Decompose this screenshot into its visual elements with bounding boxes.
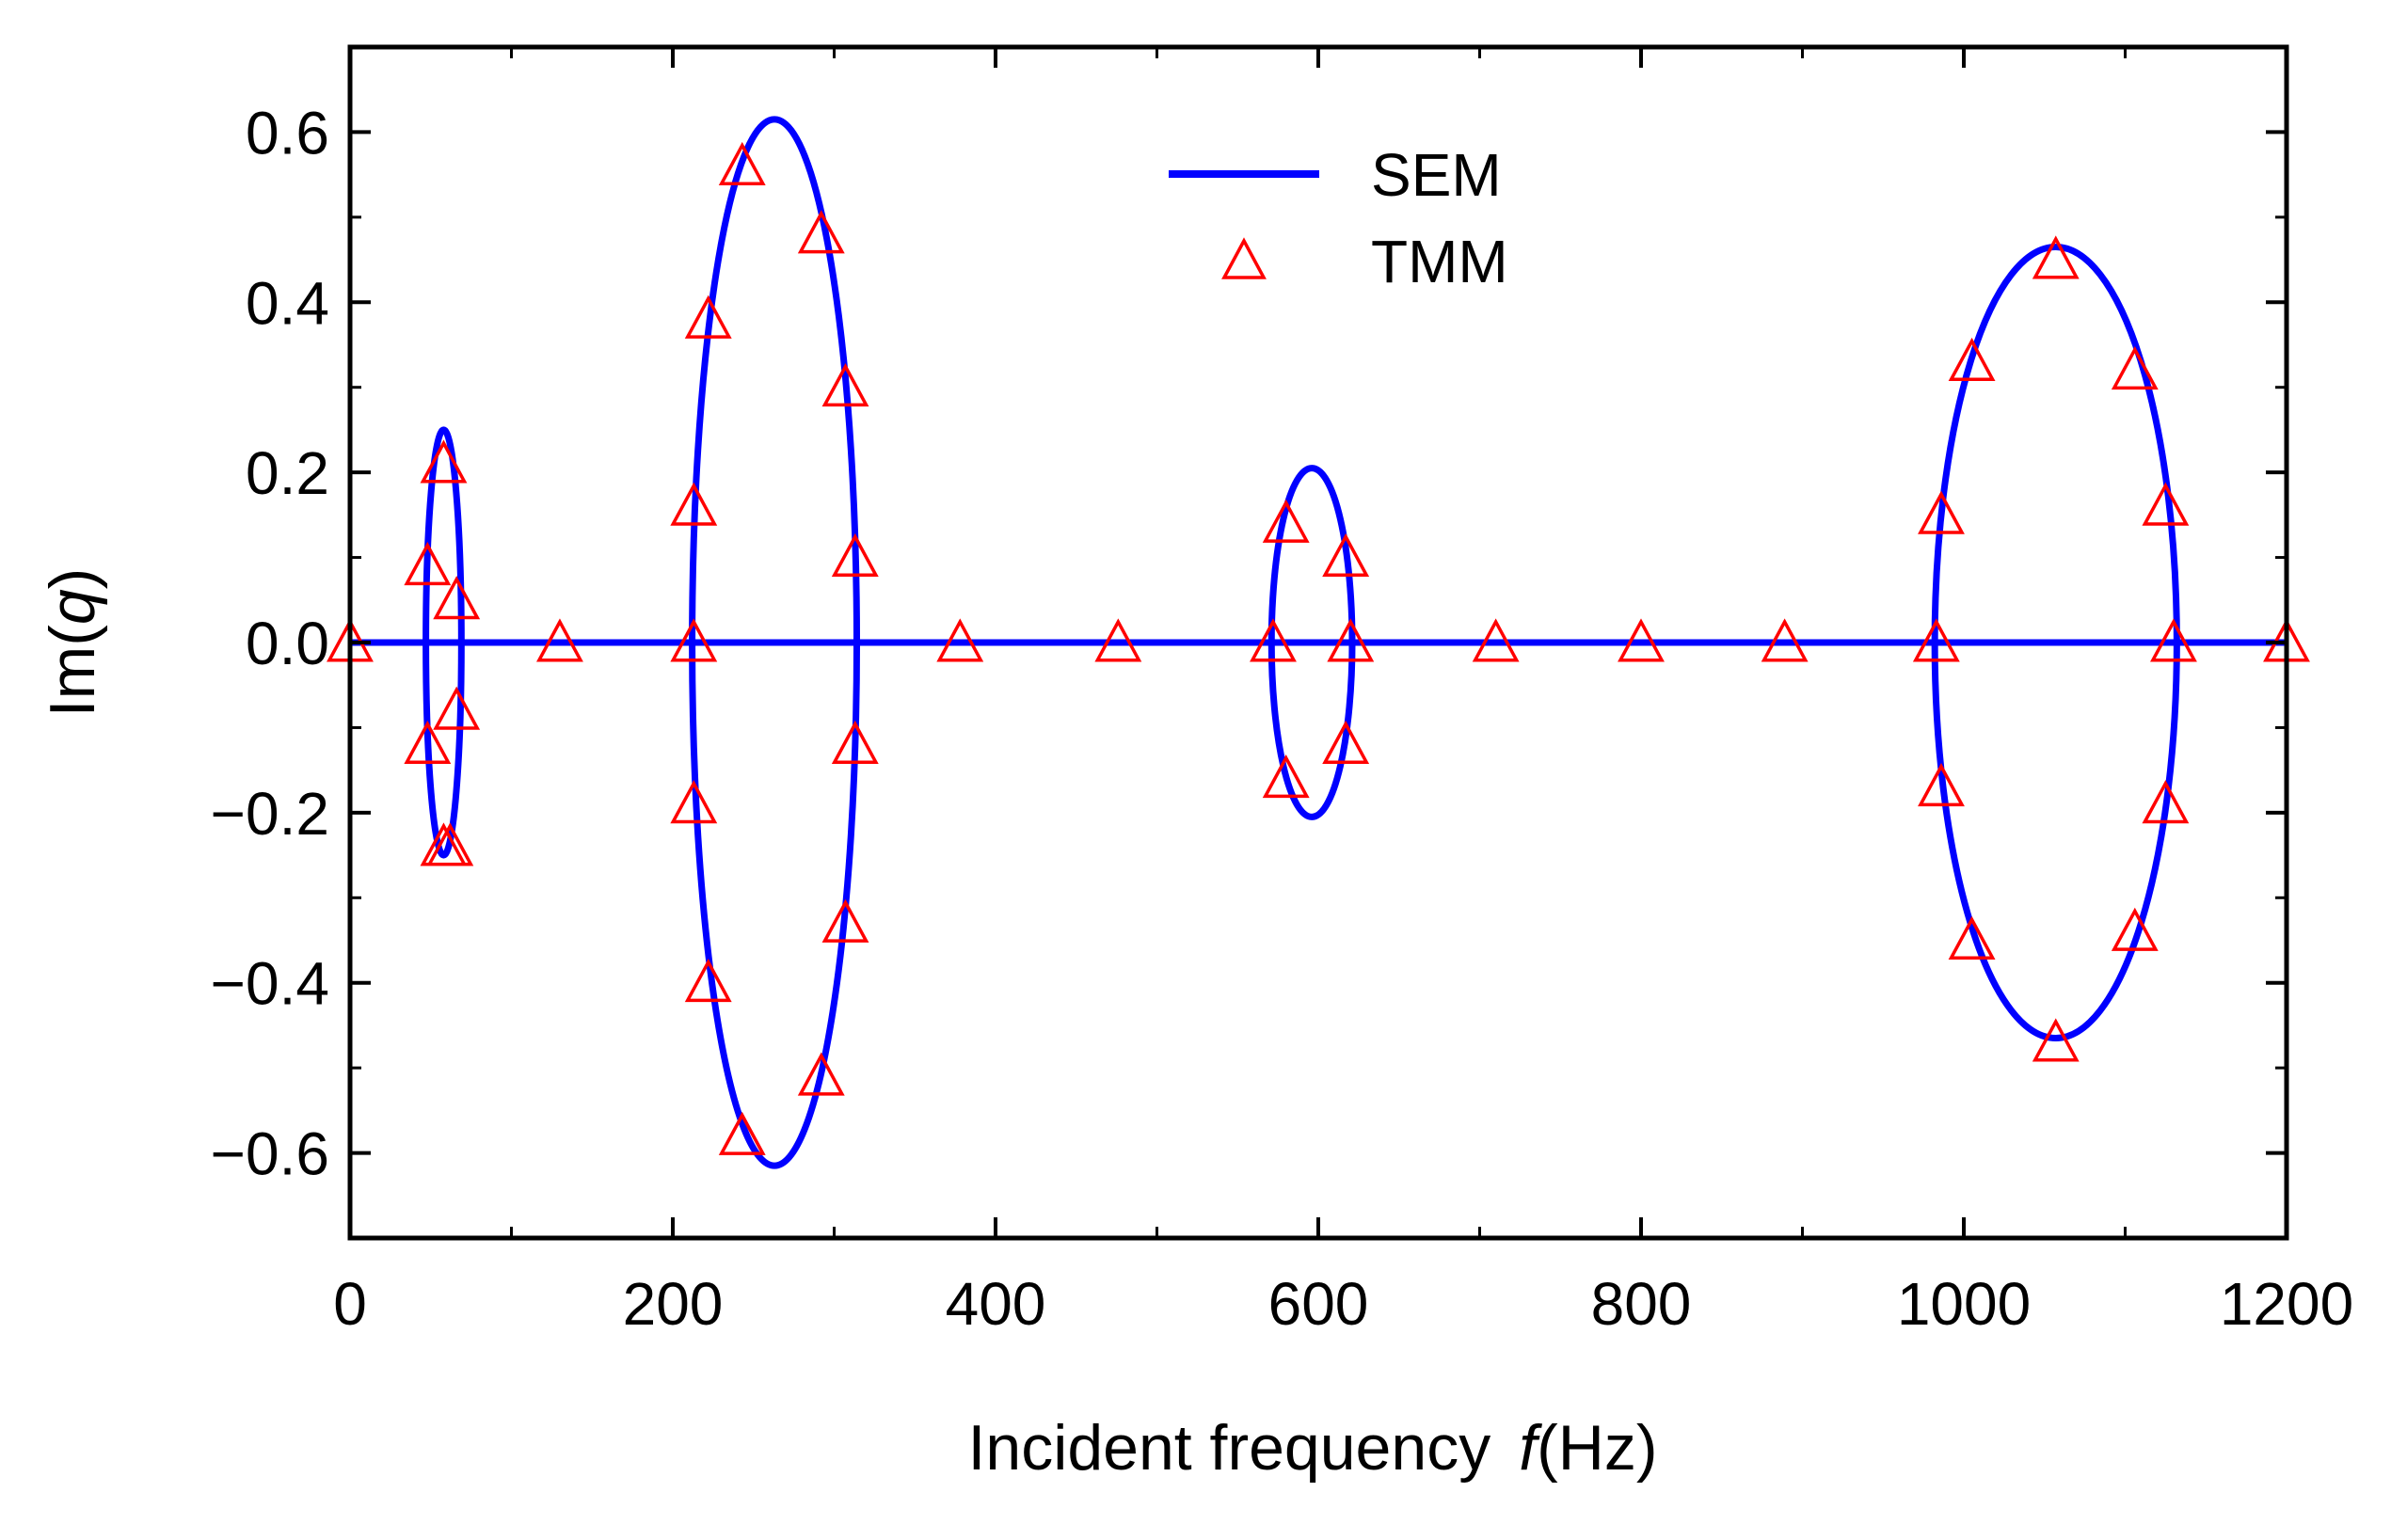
tmm-point bbox=[670, 482, 718, 526]
sem-ellipse bbox=[1267, 465, 1356, 820]
tmm-point bbox=[1912, 618, 1960, 662]
tmm-point bbox=[420, 822, 468, 866]
tmm-point bbox=[1918, 490, 1965, 534]
legend-tmm-label: TMM bbox=[1371, 228, 1508, 295]
x-tick-label: 200 bbox=[623, 1270, 724, 1338]
x-tick-label: 800 bbox=[1591, 1270, 1692, 1338]
x-tick-label: 1000 bbox=[1897, 1270, 2031, 1338]
tmm-point bbox=[797, 1052, 845, 1096]
y-tick-label: −0.4 bbox=[211, 950, 329, 1018]
legend-sem-label: SEM bbox=[1371, 141, 1502, 209]
tmm-point bbox=[670, 618, 718, 662]
tmm-point bbox=[433, 686, 481, 730]
x-axis-label: Incident frequency f(Hz) bbox=[968, 1412, 1658, 1484]
x-tick-labels: 0 200 400 600 800 1000 1200 bbox=[333, 1270, 2353, 1338]
tmm-point bbox=[670, 780, 718, 824]
tmm-point bbox=[2032, 1018, 2080, 1062]
tmm-point bbox=[433, 576, 481, 620]
y-tick-labels: 0.6 0.4 0.2 0.0 −0.2 −0.4 −0.6 bbox=[211, 99, 329, 1187]
tmm-point bbox=[2150, 618, 2197, 662]
x-tick-label: 1200 bbox=[2220, 1270, 2353, 1338]
sem-ellipse bbox=[422, 426, 465, 859]
tmm-point bbox=[1250, 618, 1297, 662]
tmm-point bbox=[1327, 618, 1375, 662]
legend: SEM TMM bbox=[1169, 141, 1508, 295]
tmm-point bbox=[1262, 499, 1310, 543]
tmm-point bbox=[2032, 235, 2080, 279]
tmm-point bbox=[1948, 337, 1996, 382]
tmm-point bbox=[718, 1111, 766, 1155]
tmm-point bbox=[684, 294, 732, 339]
tmm-series bbox=[327, 141, 2310, 1155]
tmm-point bbox=[2111, 907, 2159, 951]
y-tick-label: 0.0 bbox=[246, 610, 329, 677]
tmm-point bbox=[1094, 618, 1142, 662]
axis-ticks bbox=[348, 45, 2288, 1240]
y-tick-label: 0.6 bbox=[246, 99, 329, 167]
tmm-point bbox=[1322, 532, 1370, 578]
tmm-point bbox=[936, 618, 984, 662]
tmm-point bbox=[1761, 618, 1809, 662]
sem-ellipse bbox=[689, 116, 861, 1169]
tmm-point bbox=[1948, 915, 1996, 960]
tmm-point bbox=[684, 959, 732, 1003]
y-tick-label: 0.2 bbox=[246, 439, 329, 507]
tmm-point bbox=[831, 720, 879, 764]
tmm-point bbox=[821, 363, 869, 407]
y-axis-label-suffix: ) bbox=[37, 568, 108, 590]
tmm-point bbox=[1918, 763, 1965, 807]
tmm-point bbox=[420, 439, 468, 484]
tmm-point bbox=[1322, 720, 1370, 764]
y-tick-label: 0.4 bbox=[246, 269, 329, 337]
x-tick-label: 0 bbox=[333, 1270, 367, 1338]
tmm-point bbox=[536, 618, 583, 662]
tmm-point bbox=[2142, 482, 2190, 526]
tmm-point bbox=[1472, 618, 1520, 662]
tmm-point bbox=[718, 141, 766, 186]
tmm-point bbox=[1262, 754, 1310, 799]
tmm-point bbox=[1618, 618, 1665, 662]
sem-ellipse bbox=[1931, 244, 2180, 1041]
sem-series bbox=[350, 116, 2287, 1169]
x-axis-label-prefix: Incident frequency bbox=[968, 1412, 1491, 1484]
tmm-point bbox=[821, 898, 869, 943]
y-tick-label: −0.2 bbox=[211, 780, 329, 848]
y-axis-label-prefix: Im( bbox=[37, 625, 108, 718]
y-axis-label: Im(q) bbox=[37, 568, 108, 718]
tmm-point bbox=[404, 720, 452, 764]
tmm-point bbox=[2111, 345, 2159, 390]
tmm-point bbox=[797, 210, 845, 254]
legend-tmm-marker bbox=[1221, 237, 1267, 279]
x-tick-label: 400 bbox=[946, 1270, 1046, 1338]
y-tick-label: −0.6 bbox=[211, 1120, 329, 1188]
tmm-point bbox=[2142, 780, 2190, 824]
x-tick-label: 600 bbox=[1268, 1270, 1369, 1338]
plot-area bbox=[327, 44, 2310, 1241]
tmm-point bbox=[404, 541, 452, 586]
tmm-point bbox=[831, 532, 879, 578]
y-axis-label-var: q bbox=[37, 589, 108, 625]
x-axis-label-unit: (Hz) bbox=[1537, 1412, 1657, 1484]
tmm-point bbox=[426, 822, 474, 866]
